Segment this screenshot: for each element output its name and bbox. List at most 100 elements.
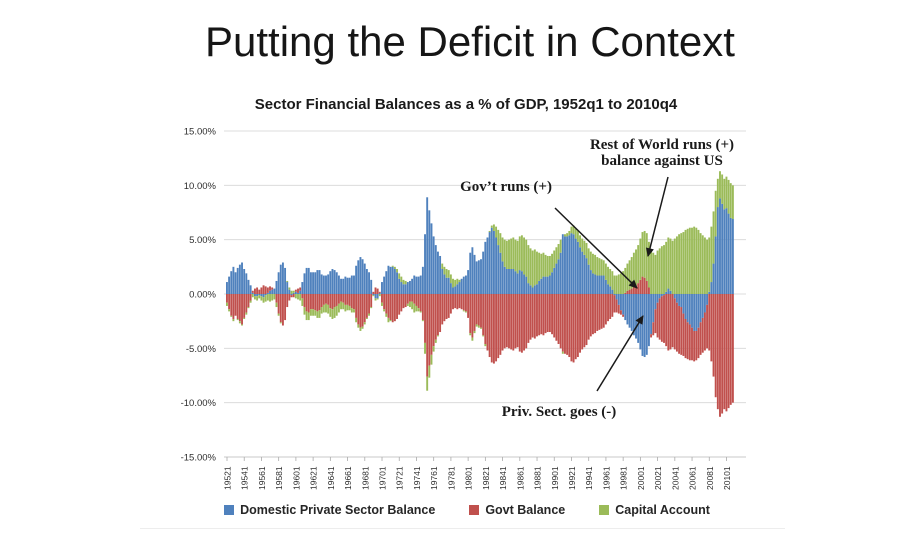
bar-segment [729, 183, 732, 218]
x-tick-label: 19541 [240, 466, 250, 490]
bar-segment [574, 228, 577, 239]
bar-segment [391, 265, 394, 267]
bar-segment [309, 309, 312, 316]
bar-segment [391, 266, 394, 294]
bar-segment [456, 284, 459, 294]
bar-segment [594, 254, 597, 275]
bars [226, 171, 734, 417]
bar-segment [645, 233, 648, 281]
x-tick-label: 20001 [636, 466, 646, 490]
bar-segment [533, 294, 536, 339]
bar-segment [675, 294, 678, 303]
bar-segment [643, 277, 646, 294]
bar-segment [587, 264, 590, 294]
bar-segment [389, 266, 392, 294]
bar-segment [701, 317, 704, 353]
bar-segment [480, 259, 482, 294]
bar-segment [331, 294, 334, 310]
x-tick-label: 19621 [309, 466, 319, 490]
bar-segment [538, 280, 541, 294]
bar-segment [331, 269, 334, 294]
slide-title: Putting the Deficit in Context [205, 18, 735, 65]
bar-segment [723, 209, 726, 294]
bar-segment [635, 285, 637, 294]
bar-segment [518, 270, 521, 294]
bar-segment [393, 266, 396, 269]
bar-segment [611, 289, 614, 294]
bar-segment [626, 290, 629, 294]
bar-segment [654, 254, 657, 294]
bar-segment [488, 230, 491, 233]
bar-segment [520, 294, 523, 353]
bar-segment [241, 324, 243, 326]
bar-segment [727, 213, 730, 294]
bar-segment [570, 226, 573, 234]
y-tick-label: 0.00% [189, 290, 216, 301]
bar-segment [383, 276, 386, 294]
rest-of-world-annotation: Rest of World runs (+) balance against U… [590, 137, 734, 169]
bar-segment [406, 303, 409, 306]
legend-swatch-icon [469, 505, 480, 515]
bar-segment [458, 294, 461, 309]
bar-segment [538, 252, 541, 281]
bar-segment [398, 278, 401, 294]
bar-segment [253, 294, 256, 297]
bar-segment [542, 294, 545, 336]
bar-segment [583, 240, 586, 255]
bar-segment [277, 294, 280, 314]
bar-segment [436, 251, 439, 294]
govt-annotation: Gov’t runs (+) [460, 179, 552, 195]
bar-segment [628, 294, 631, 328]
bar-segment [639, 238, 642, 280]
bar-segment [247, 279, 250, 294]
bar-segment [301, 282, 304, 294]
bar-segment [262, 285, 265, 294]
bar-segment [620, 273, 622, 294]
bar-segment [548, 255, 551, 276]
bar-segment [658, 248, 661, 294]
bar-segment [327, 294, 330, 305]
x-tick-label: 19581 [274, 466, 284, 490]
bar-segment [727, 179, 730, 214]
bar-segment [473, 254, 476, 294]
bar-segment [695, 294, 698, 331]
bar-segment [415, 305, 418, 312]
bar-segment [456, 294, 459, 310]
bar-segment [632, 294, 635, 336]
bar-segment [337, 303, 340, 313]
bar-segment [486, 294, 489, 351]
bar-segment [262, 294, 265, 298]
bar-segment [501, 237, 504, 262]
bar-segment [505, 269, 508, 294]
bar-segment [568, 235, 571, 294]
bar-segment [312, 294, 315, 310]
bar-segment [464, 294, 467, 312]
bar-segment [576, 230, 579, 242]
bar-segment [596, 257, 599, 276]
bar-segment [340, 301, 343, 310]
x-tick-label: 19601 [291, 466, 301, 490]
bar-segment [675, 236, 678, 294]
bar-segment [353, 294, 355, 310]
bar-segment [564, 234, 566, 237]
bar-segment [333, 270, 336, 294]
bar-segment [275, 280, 278, 294]
bar-segment [275, 302, 278, 308]
bar-segment [497, 229, 500, 246]
bar-segment [288, 289, 291, 294]
bar-segment [314, 272, 317, 294]
bar-segment [449, 274, 452, 284]
bar-segment [419, 275, 422, 294]
bar-segment [729, 294, 732, 405]
bar-segment [581, 294, 584, 350]
bar-segment [260, 296, 263, 301]
bar-segment [523, 237, 526, 275]
bar-segment [579, 247, 581, 294]
bar-segment [258, 294, 261, 296]
bar-segment [396, 294, 398, 319]
bar-segment [727, 294, 730, 409]
bar-segment [520, 235, 523, 272]
bar-segment [596, 275, 599, 294]
bar-segment [520, 271, 523, 294]
bar-segment [320, 274, 323, 294]
